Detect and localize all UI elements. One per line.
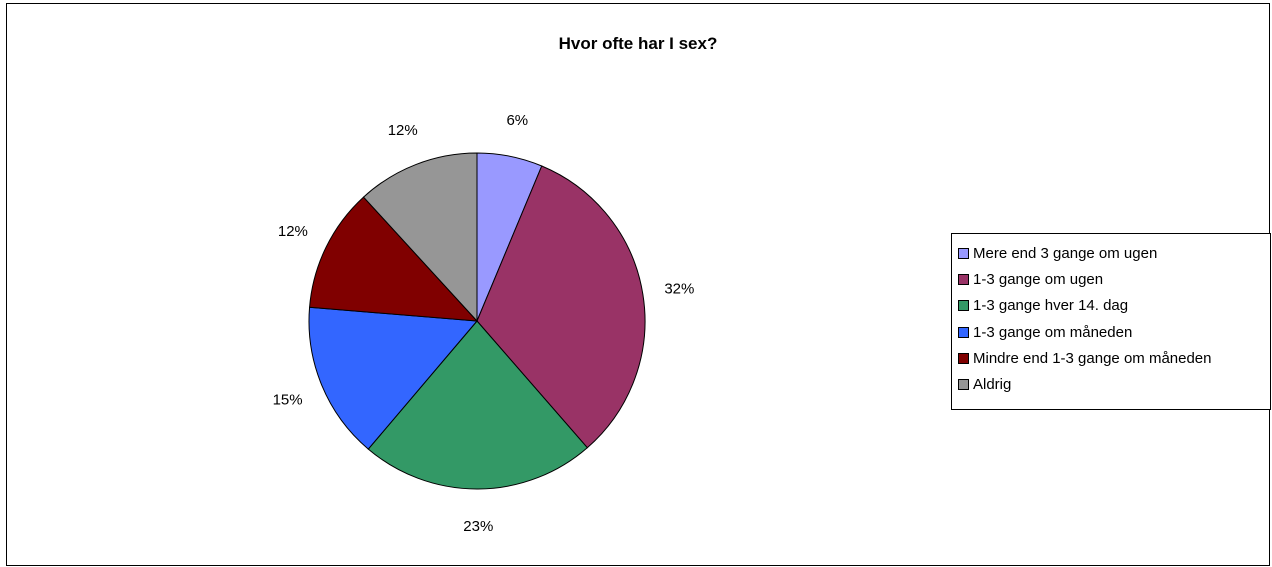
pie-slice-2 [476, 165, 646, 449]
legend-swatch [958, 247, 969, 259]
slice-label-5: 12% [278, 223, 308, 240]
slice-label-1: 6% [506, 112, 528, 129]
legend-swatch [958, 273, 969, 285]
legend-label: 1-3 gange om ugen [973, 270, 1104, 288]
legend-swatch [958, 300, 969, 312]
legend-label: 1-3 gange hver 14. dag [973, 297, 1129, 315]
legend-swatch [958, 326, 969, 338]
legend-item: Mere end 3 gange om ugen [958, 240, 1270, 266]
legend-item: 1-3 gange om måneden [958, 319, 1270, 345]
chart-title: Hvor ofte har I sex? [558, 34, 718, 53]
legend-label: Mere end 3 gange om ugen [973, 244, 1158, 262]
legend-label: Aldrig [973, 376, 1012, 394]
pie-slice-6 [362, 152, 478, 323]
slice-label-2: 32% [664, 280, 694, 297]
pie-slice-3 [367, 320, 589, 490]
pie-slice-5 [309, 196, 479, 322]
legend: Mere end 3 gange om ugen 1-3 gange om uge… [951, 233, 1271, 410]
slice-label-3: 23% [463, 518, 493, 535]
legend-item: 1-3 gange om ugen [958, 266, 1270, 292]
pie-slice-4 [308, 306, 479, 450]
legend-item: Aldrig [958, 371, 1270, 397]
legend-item: Mindre end 1-3 gange om måneden [958, 345, 1270, 371]
legend-item: 1-3 gange hver 14. dag [958, 293, 1270, 319]
legend-swatch [958, 352, 969, 364]
slice-label-4: 15% [273, 391, 303, 408]
pie-chart: 6% 32% 23% 15% 12% 12% [273, 112, 695, 535]
legend-label: 1-3 gange om måneden [973, 323, 1133, 341]
chart-frame: Hvor ofte har I sex? 6% 32% 23% 15% 12% 12% M… [6, 3, 1271, 566]
slice-label-6: 12% [388, 122, 418, 139]
legend-label: Mindre end 1-3 gange om måneden [973, 349, 1212, 367]
legend-swatch [958, 379, 969, 391]
